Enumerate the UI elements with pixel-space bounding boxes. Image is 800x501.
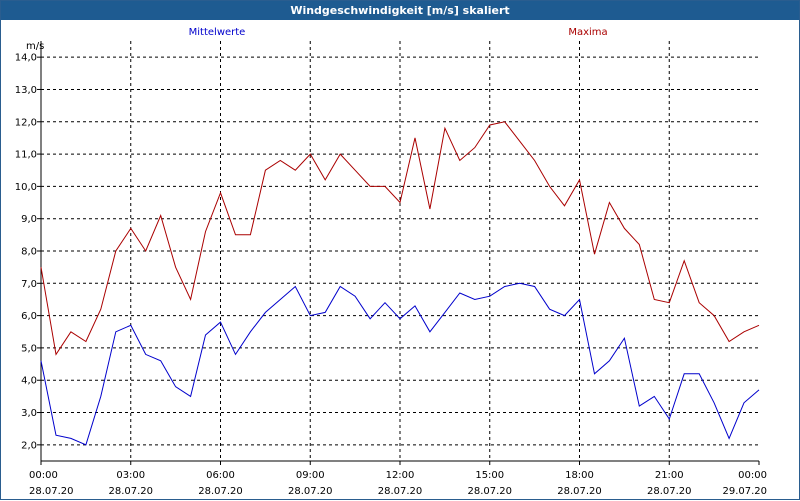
x-tick-time: 15:00: [475, 470, 504, 481]
y-tick-label: 9,0: [21, 214, 37, 225]
x-tick-date: 29.07.20: [722, 486, 767, 497]
x-tick-date: 28.07.20: [198, 486, 243, 497]
y-tick-label: 8,0: [21, 247, 37, 258]
x-tick-date: 28.07.20: [108, 486, 153, 497]
y-axis-label: m/s: [26, 41, 44, 52]
x-tick-time: 21:00: [655, 470, 684, 481]
x-tick-time: 09:00: [296, 470, 325, 481]
x-tick-time: 00:00: [29, 470, 58, 481]
legend-mean: Mittelwerte: [189, 27, 246, 38]
legend-max: Maxima: [568, 27, 607, 38]
y-tick-label: 12,0: [15, 117, 37, 128]
x-tick-date: 28.07.20: [29, 486, 74, 497]
x-tick-date: 28.07.20: [647, 486, 692, 497]
x-tick-time: 06:00: [206, 470, 235, 481]
x-tick-labels: 00:00 28.07.20 03:00 28.07.20 06:00 28.07.20 0…: [29, 461, 767, 497]
y-tick-label: 10,0: [15, 182, 37, 193]
grid: [41, 41, 759, 461]
y-tick-label: 11,0: [15, 150, 37, 161]
window-title: Windgeschwindigkeit [m/s] skaliert: [1, 1, 799, 20]
y-tick-label: 6,0: [21, 311, 37, 322]
y-tick-label: 5,0: [21, 343, 37, 354]
x-tick-date: 28.07.20: [378, 486, 423, 497]
x-tick-time: 12:00: [386, 470, 415, 481]
x-tick-date: 28.07.20: [288, 486, 333, 497]
y-tick-label: 2,0: [21, 440, 37, 451]
series-group: [40, 121, 760, 446]
x-tick-time: 03:00: [116, 470, 145, 481]
y-tick-label: 7,0: [21, 279, 37, 290]
x-tick-time: 00:00: [738, 470, 767, 481]
y-tick-label: 13,0: [15, 85, 37, 96]
y-tick-label: 4,0: [21, 376, 37, 387]
y-tick-labels: 2,0 3,0 4,0 5,0 6,0 7,0 8,0 9,0 10,0 11,0 12,0 13,0…: [15, 53, 41, 451]
x-tick-time: 18:00: [565, 470, 594, 481]
x-tick-date: 28.07.20: [467, 486, 512, 497]
series-line-maxima: [40, 121, 760, 356]
series-line-mittelwerte: [40, 282, 760, 446]
x-tick-date: 28.07.20: [557, 486, 602, 497]
y-tick-label: 14,0: [15, 53, 37, 64]
y-tick-label: 3,0: [21, 408, 37, 419]
